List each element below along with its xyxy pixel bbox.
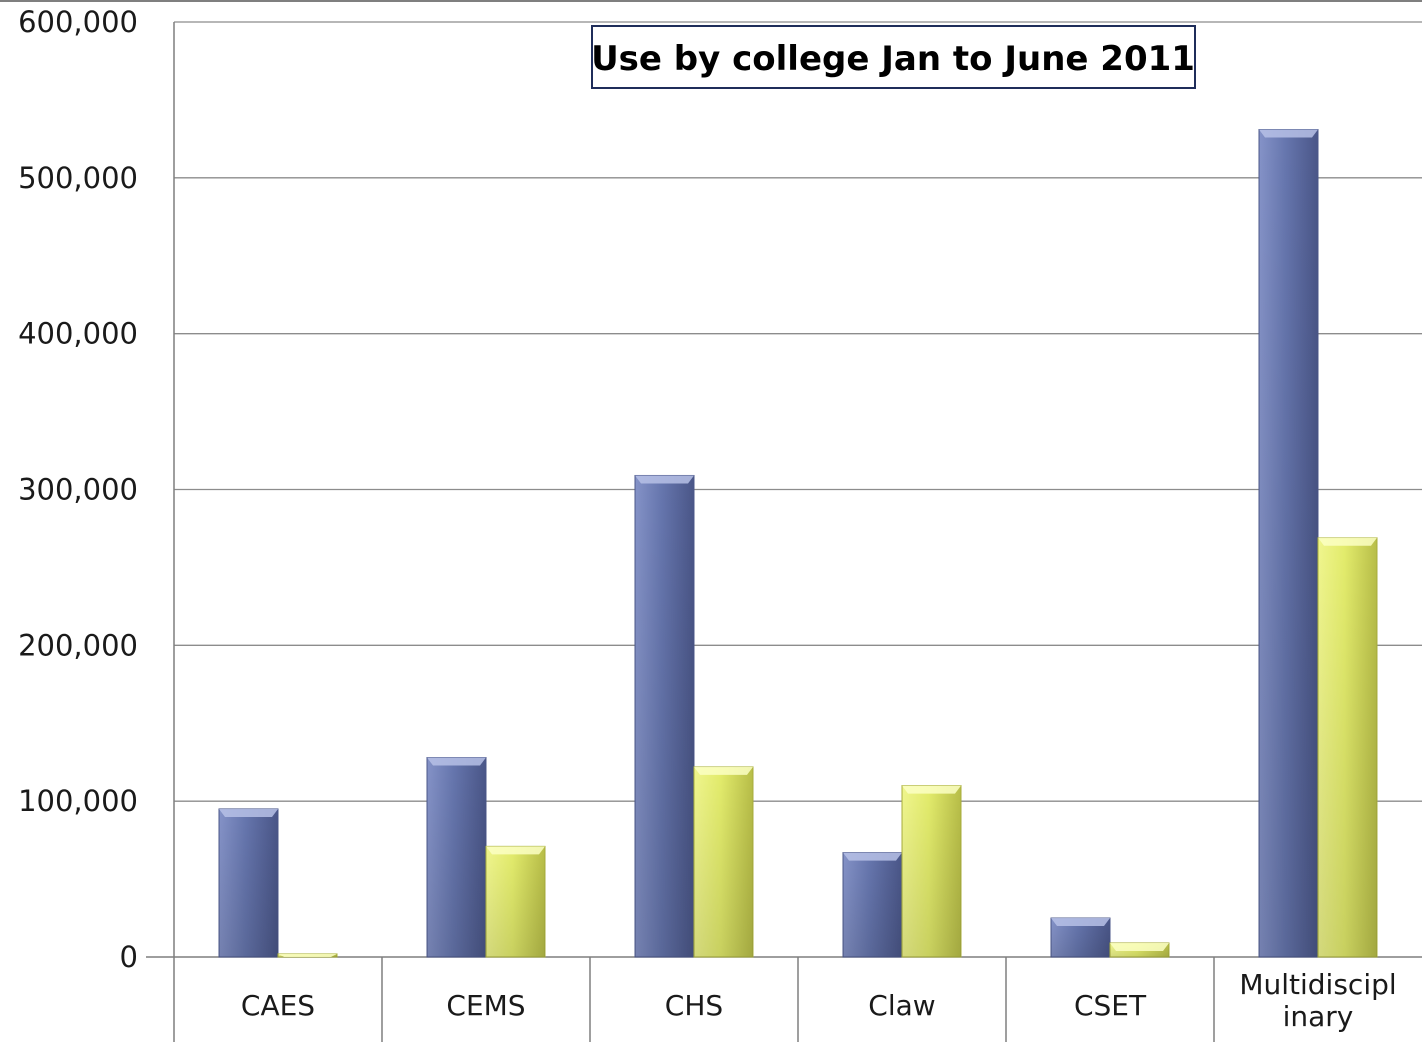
- bar-top-highlight: [219, 808, 278, 817]
- category-label-line: CAES: [241, 989, 315, 1022]
- bar: [901, 785, 962, 958]
- bar: [426, 757, 487, 958]
- category-label-line: Claw: [868, 989, 935, 1022]
- y-tick-label: 200,000: [18, 628, 138, 662]
- bar: [1317, 537, 1378, 958]
- gridlines: [173, 21, 1422, 1042]
- bar-top-highlight: [694, 766, 753, 775]
- bar: [485, 845, 546, 958]
- category-label: Claw: [868, 989, 935, 1022]
- category-label: CHS: [665, 989, 723, 1022]
- bar-shade: [843, 852, 902, 957]
- bar: [693, 766, 754, 958]
- bar-top-highlight: [1110, 942, 1169, 951]
- bar-shade: [1318, 537, 1377, 957]
- bar-shade: [902, 785, 961, 957]
- chart-title: Use by college Jan to June 2011: [591, 39, 1195, 79]
- y-tick-label: 300,000: [18, 473, 138, 507]
- x-axis: CAES CEMS CHS Claw CSET Multidiscipl inary: [146, 956, 1422, 1042]
- category-label-line: CHS: [665, 989, 723, 1022]
- bar-top-highlight: [486, 846, 545, 855]
- bar-top-highlight: [635, 475, 694, 484]
- category-label-line: CSET: [1074, 989, 1147, 1022]
- bar-top-highlight: [902, 785, 961, 794]
- bar: [634, 474, 695, 958]
- bar-shade: [694, 766, 753, 957]
- category-label-line: CEMS: [446, 989, 525, 1022]
- bar: [1050, 917, 1111, 958]
- y-tick-label: 0: [120, 940, 138, 974]
- bar-top-highlight: [1051, 918, 1110, 927]
- bar-shade: [1259, 129, 1318, 957]
- y-tick-label: 400,000: [18, 317, 138, 351]
- category-label-line: inary: [1283, 1000, 1354, 1033]
- bar-top-highlight: [1259, 129, 1318, 138]
- category-label: Multidiscipl inary: [1239, 968, 1396, 1033]
- bar-top-highlight: [843, 852, 902, 861]
- category-label: CEMS: [446, 989, 525, 1022]
- bar-top-highlight: [278, 953, 337, 957]
- bar: [1109, 942, 1170, 958]
- bar-top-highlight: [1318, 537, 1377, 546]
- bar-shade: [635, 475, 694, 957]
- bar: [277, 953, 338, 958]
- y-tick-label: 600,000: [18, 5, 138, 39]
- bar: [1258, 129, 1319, 958]
- category-label: CSET: [1074, 989, 1147, 1022]
- bars: [218, 129, 1378, 958]
- y-tick-label: 100,000: [18, 784, 138, 818]
- y-tick-label: 500,000: [18, 161, 138, 195]
- bar-shade: [486, 846, 545, 957]
- category-label: CAES: [241, 989, 315, 1022]
- chart-title-box: Use by college Jan to June 2011: [591, 25, 1196, 89]
- bar-top-highlight: [427, 757, 486, 766]
- category-label-line: Multidiscipl: [1239, 968, 1396, 1001]
- bar: [218, 808, 279, 958]
- bar-shade: [427, 757, 486, 957]
- bar-shade: [219, 808, 278, 957]
- bar: [842, 852, 903, 958]
- y-axis-tick-labels: 0 100,000 200,000 300,000 400,000 500,000 600,…: [18, 5, 138, 974]
